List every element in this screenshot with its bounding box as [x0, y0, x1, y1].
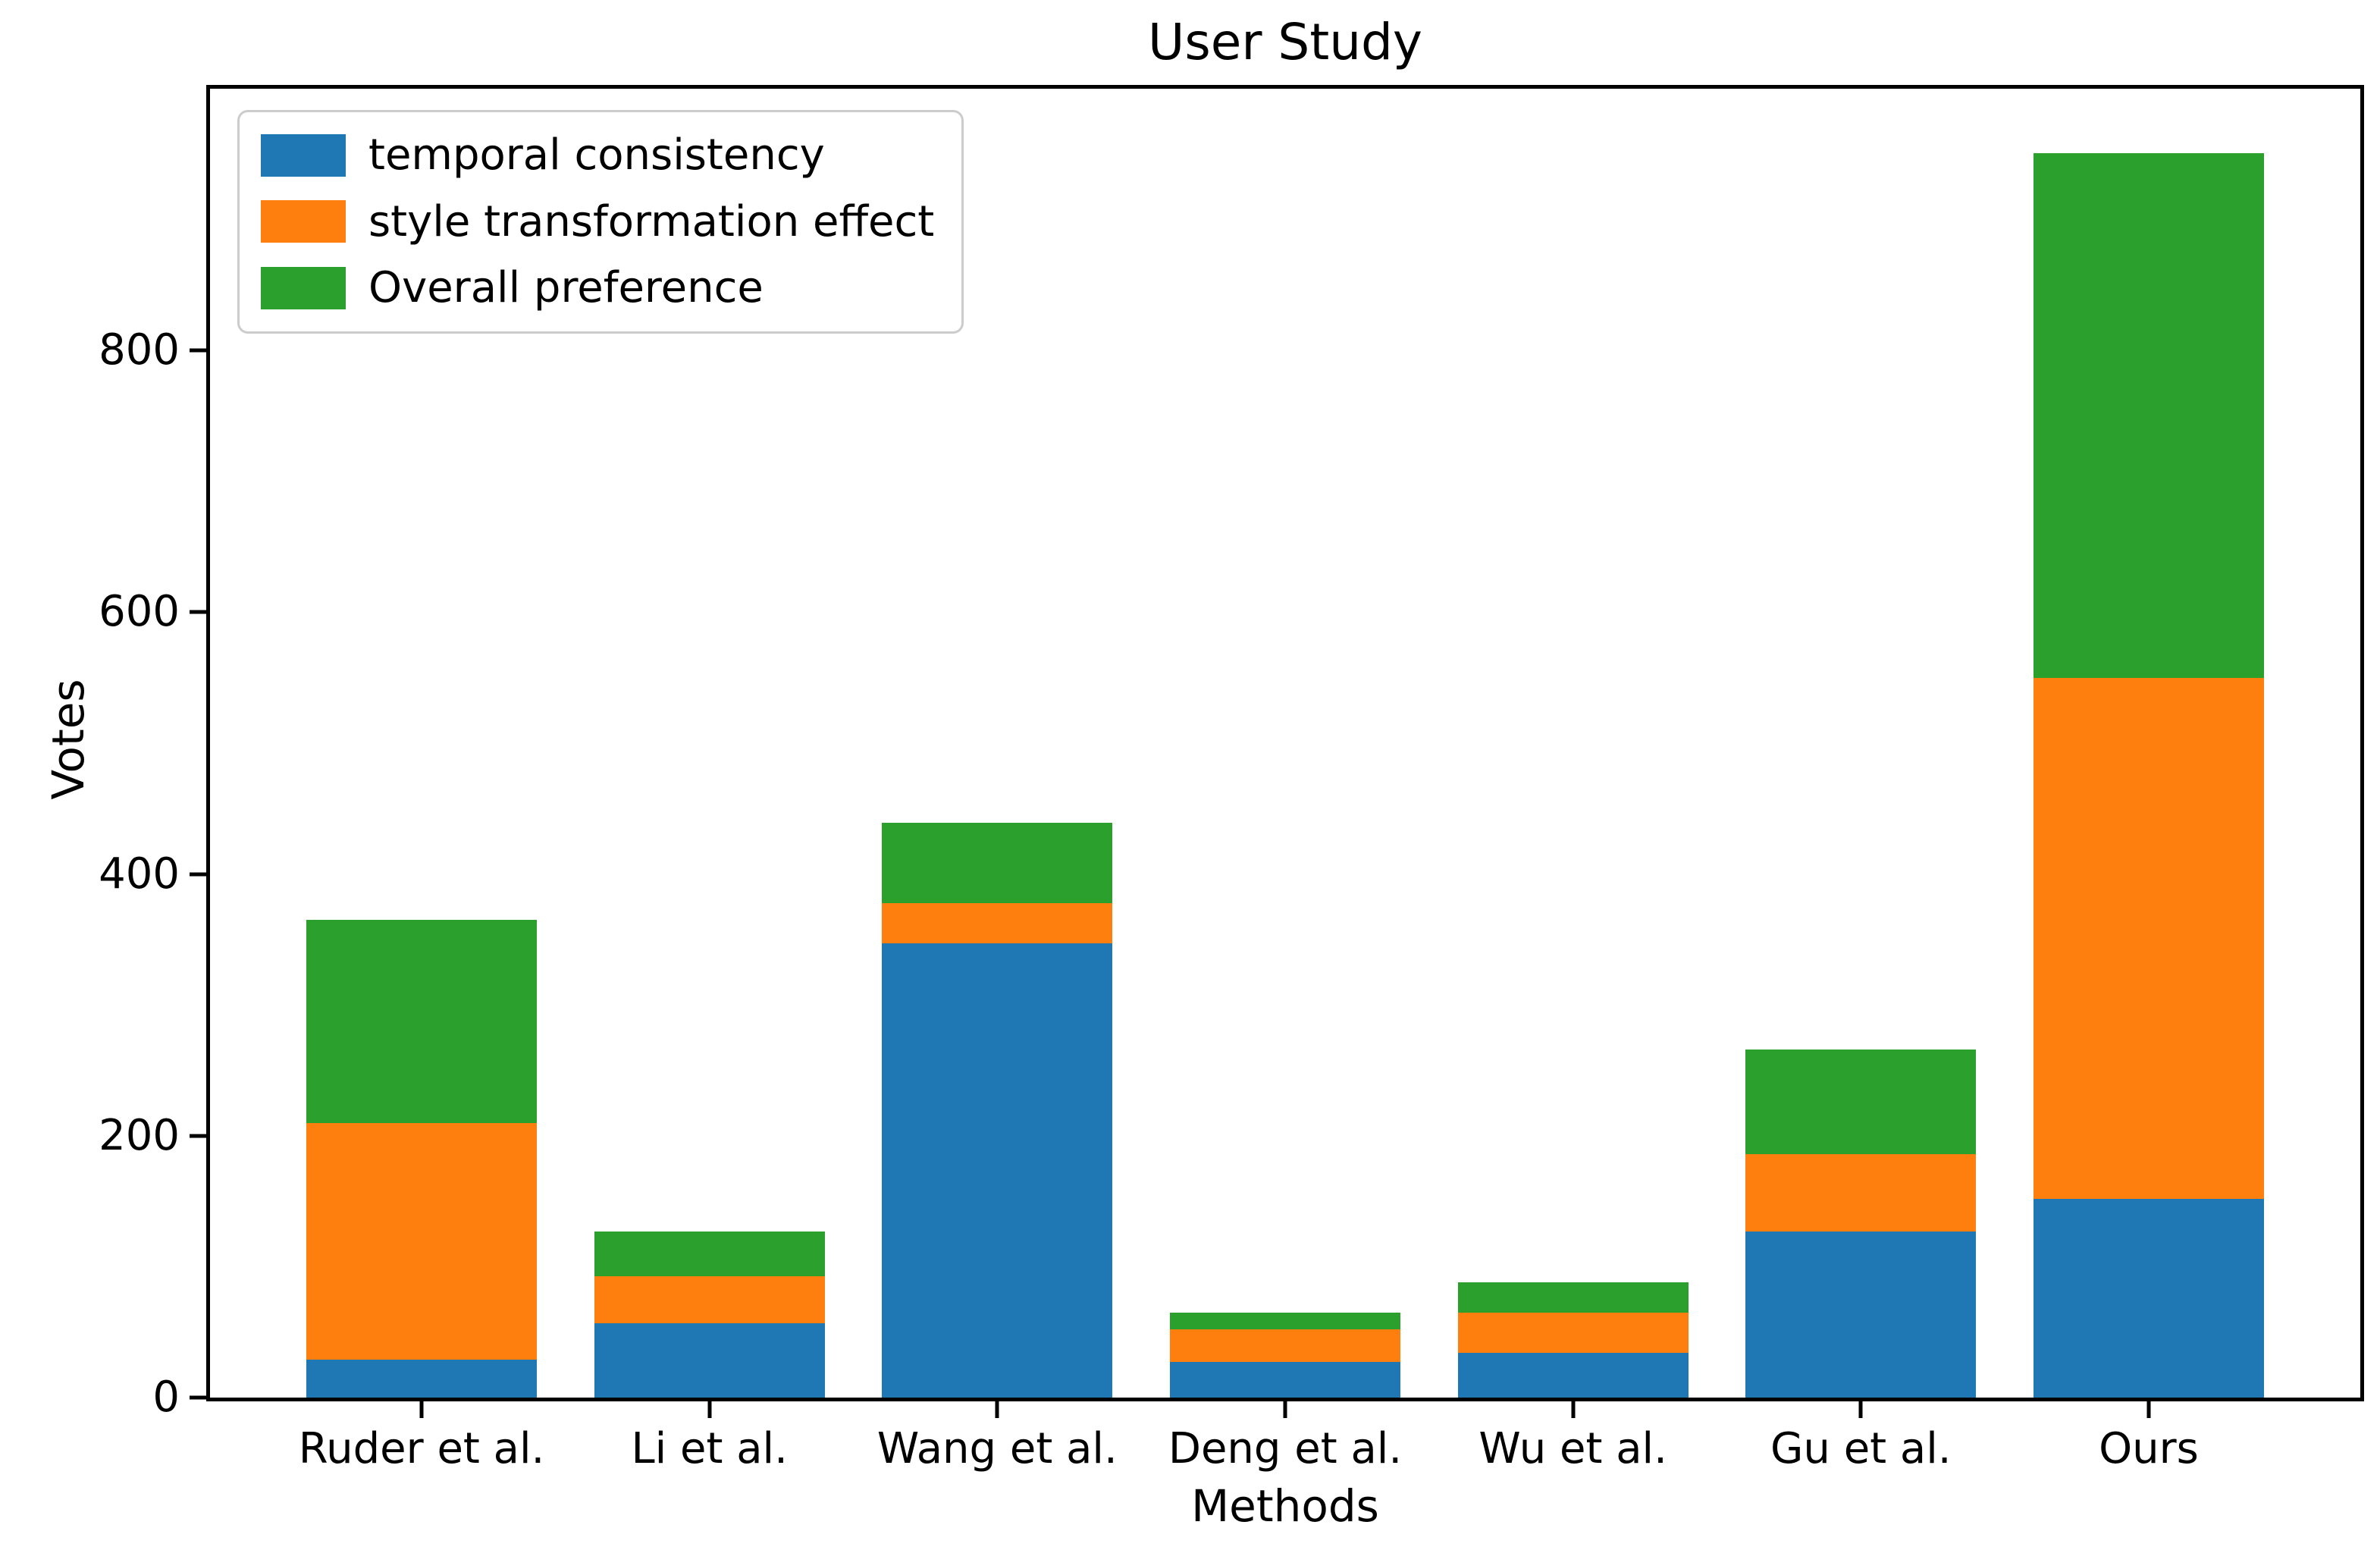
- bar-segment: [882, 902, 1113, 944]
- bar-segment: [306, 1359, 537, 1398]
- bar-segment: [1745, 1049, 1977, 1154]
- bar-segment: [2034, 152, 2264, 678]
- x-tick-mark: [707, 1401, 712, 1418]
- y-tick-mark: [190, 872, 206, 877]
- bar-segment: [1745, 1231, 1977, 1398]
- bar-segment: [594, 1275, 825, 1323]
- x-tick-mark: [1571, 1401, 1576, 1418]
- bar-wang-et-al: [882, 823, 1113, 1398]
- bar-li-et-al: [594, 1231, 825, 1398]
- bar-segment: [2034, 677, 2264, 1199]
- bar-ruder-et-al: [306, 920, 537, 1398]
- x-tick-mark: [1858, 1401, 1863, 1418]
- legend-row: Overall preference: [261, 265, 934, 312]
- bar-segment: [1457, 1312, 1689, 1354]
- x-tick-mark: [419, 1401, 424, 1418]
- bar-segment: [306, 1122, 537, 1360]
- y-tick-mark: [190, 348, 206, 353]
- bar-segment: [1457, 1282, 1689, 1313]
- bar-segment: [1170, 1362, 1400, 1398]
- legend: temporal consistency style transformation…: [237, 110, 964, 334]
- y-tick-label: 200: [99, 1110, 180, 1160]
- legend-row: temporal consistency: [261, 132, 934, 179]
- plot-area: 0 200 400 600 800 Ruder et al. Li et al. Wang …: [99, 85, 2364, 1470]
- y-tick-label: 400: [99, 849, 180, 899]
- y-axis-label: Votes: [42, 679, 94, 800]
- bar-segment: [2034, 1198, 2264, 1398]
- bar-wu-et-al: [1457, 1282, 1689, 1398]
- chart-title: User Study: [1148, 13, 1422, 71]
- x-tick-label: Gu et al.: [1770, 1424, 1952, 1473]
- y-tick-label: 600: [99, 587, 180, 637]
- bar-gu-et-al: [1745, 1049, 1977, 1398]
- bar-segment: [306, 920, 537, 1123]
- x-axis-label: Methods: [1191, 1480, 1379, 1532]
- legend-label: style transformation effect: [368, 196, 935, 246]
- legend-swatch: [261, 133, 346, 177]
- x-tick-mark: [2146, 1401, 2151, 1418]
- x-tick-mark: [995, 1401, 999, 1418]
- bar-segment: [882, 823, 1113, 903]
- x-tick-mark: [1283, 1401, 1287, 1418]
- bar-segment: [594, 1323, 825, 1398]
- x-tick-label: Wang et al.: [876, 1424, 1118, 1473]
- bar-segment: [594, 1231, 825, 1276]
- bar-ours: [2034, 152, 2264, 1398]
- y-tick-label: 800: [99, 325, 180, 375]
- legend-swatch: [261, 266, 346, 309]
- legend-row: style transformation effect: [261, 196, 935, 246]
- legend-swatch: [261, 200, 346, 243]
- bar-segment: [1745, 1153, 1977, 1232]
- x-tick-label: Ruder et al.: [298, 1424, 545, 1473]
- bar-segment: [882, 943, 1113, 1398]
- x-tick-label: Deng et al.: [1168, 1424, 1403, 1473]
- y-tick-mark: [190, 1134, 206, 1138]
- x-tick-label: Wu et al.: [1478, 1424, 1667, 1473]
- legend-label: Overall preference: [368, 263, 764, 313]
- x-tick-label: Li et al.: [631, 1424, 788, 1473]
- y-tick-mark: [190, 1395, 206, 1400]
- bar-segment: [1170, 1329, 1400, 1363]
- bar-segment: [1170, 1312, 1400, 1330]
- bar-deng-et-al: [1170, 1312, 1400, 1398]
- x-tick-label: Ours: [2099, 1424, 2199, 1473]
- y-tick-label: 0: [152, 1373, 180, 1422]
- bar-segment: [1457, 1353, 1689, 1398]
- y-tick-mark: [190, 610, 206, 614]
- legend-label: temporal consistency: [368, 130, 825, 180]
